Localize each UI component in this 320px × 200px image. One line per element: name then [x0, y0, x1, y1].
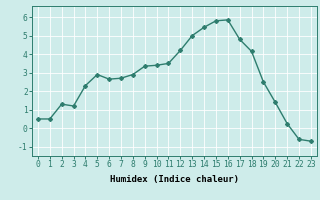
X-axis label: Humidex (Indice chaleur): Humidex (Indice chaleur): [110, 175, 239, 184]
